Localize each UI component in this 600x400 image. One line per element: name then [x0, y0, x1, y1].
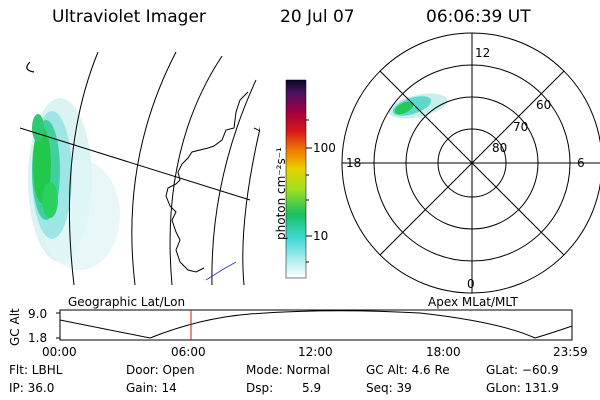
- altitude-xtick-2359: 23:59: [553, 345, 588, 359]
- map-meridians: [19, 51, 260, 285]
- altitude-xtick-1800: 18:00: [426, 345, 461, 359]
- date-label: 20 Jul 07: [280, 7, 355, 27]
- status-gain: Gain: 14: [126, 381, 177, 395]
- coastline: [165, 91, 249, 273]
- altitude-ytick-max: 9.0: [28, 307, 48, 321]
- geographic-map: [19, 51, 260, 285]
- mlt-label-6: 6: [577, 156, 585, 170]
- altitude-curve: [59, 310, 573, 339]
- altitude-plot: [56, 309, 573, 341]
- polar-plot: [341, 32, 600, 294]
- lat-label-70: 70: [513, 120, 529, 134]
- aurora-emission-geo: [28, 98, 120, 270]
- altitude-ytick-min: 1.8: [28, 331, 48, 345]
- colorbar-tick-10: 10: [313, 229, 329, 243]
- colorbar: [285, 79, 307, 279]
- apex-panel-label: Apex MLat/MLT: [428, 295, 518, 309]
- status-mode: Mode: Normal: [246, 363, 330, 377]
- status-ip: IP: 36.0: [9, 381, 55, 395]
- lat-label-60: 60: [536, 98, 552, 112]
- colorbar-ticks: [306, 119, 312, 263]
- geographic-panel-label: Geographic Lat/Lon: [68, 295, 186, 309]
- aurora-emission-polar: [388, 93, 448, 119]
- altitude-plot-frame: [59, 309, 573, 341]
- status-seq: Seq: 39: [366, 381, 412, 395]
- mlt-label-0: 0: [467, 277, 475, 291]
- status-gc-alt: GC Alt: 4.6 Re: [366, 363, 450, 377]
- status-dsp-value: 5.9: [302, 381, 322, 395]
- lat-label-80: 80: [492, 141, 508, 155]
- altitude-xtick-1200: 12:00: [298, 345, 333, 359]
- altitude-ylabel: GC Alt: [8, 308, 22, 346]
- status-flt: Flt: LBHL: [9, 363, 63, 377]
- colorbar-unit-label: photon cm⁻²s⁻¹: [274, 147, 288, 240]
- mlt-label-12: 12: [475, 46, 491, 60]
- mlt-label-18: 18: [346, 156, 362, 170]
- altitude-xtick-0600: 06:00: [171, 345, 206, 359]
- status-door: Door: Open: [126, 363, 195, 377]
- instrument-title: Ultraviolet Imager: [52, 7, 206, 27]
- status-glat: GLat: −60.9: [486, 363, 559, 377]
- map-fragment: [26, 61, 35, 73]
- polar-diagonal-b: [379, 70, 565, 256]
- altitude-y-ticks: [56, 312, 60, 339]
- status-glon: GLon: 131.9: [486, 381, 559, 395]
- colorbar-tick-100: 100: [313, 141, 336, 155]
- altitude-xtick-0000: 00:00: [42, 345, 77, 359]
- time-label: 06:06:39 UT: [426, 7, 531, 27]
- status-dsp-label: Dsp:: [246, 381, 274, 395]
- coastline-blue: [205, 261, 237, 281]
